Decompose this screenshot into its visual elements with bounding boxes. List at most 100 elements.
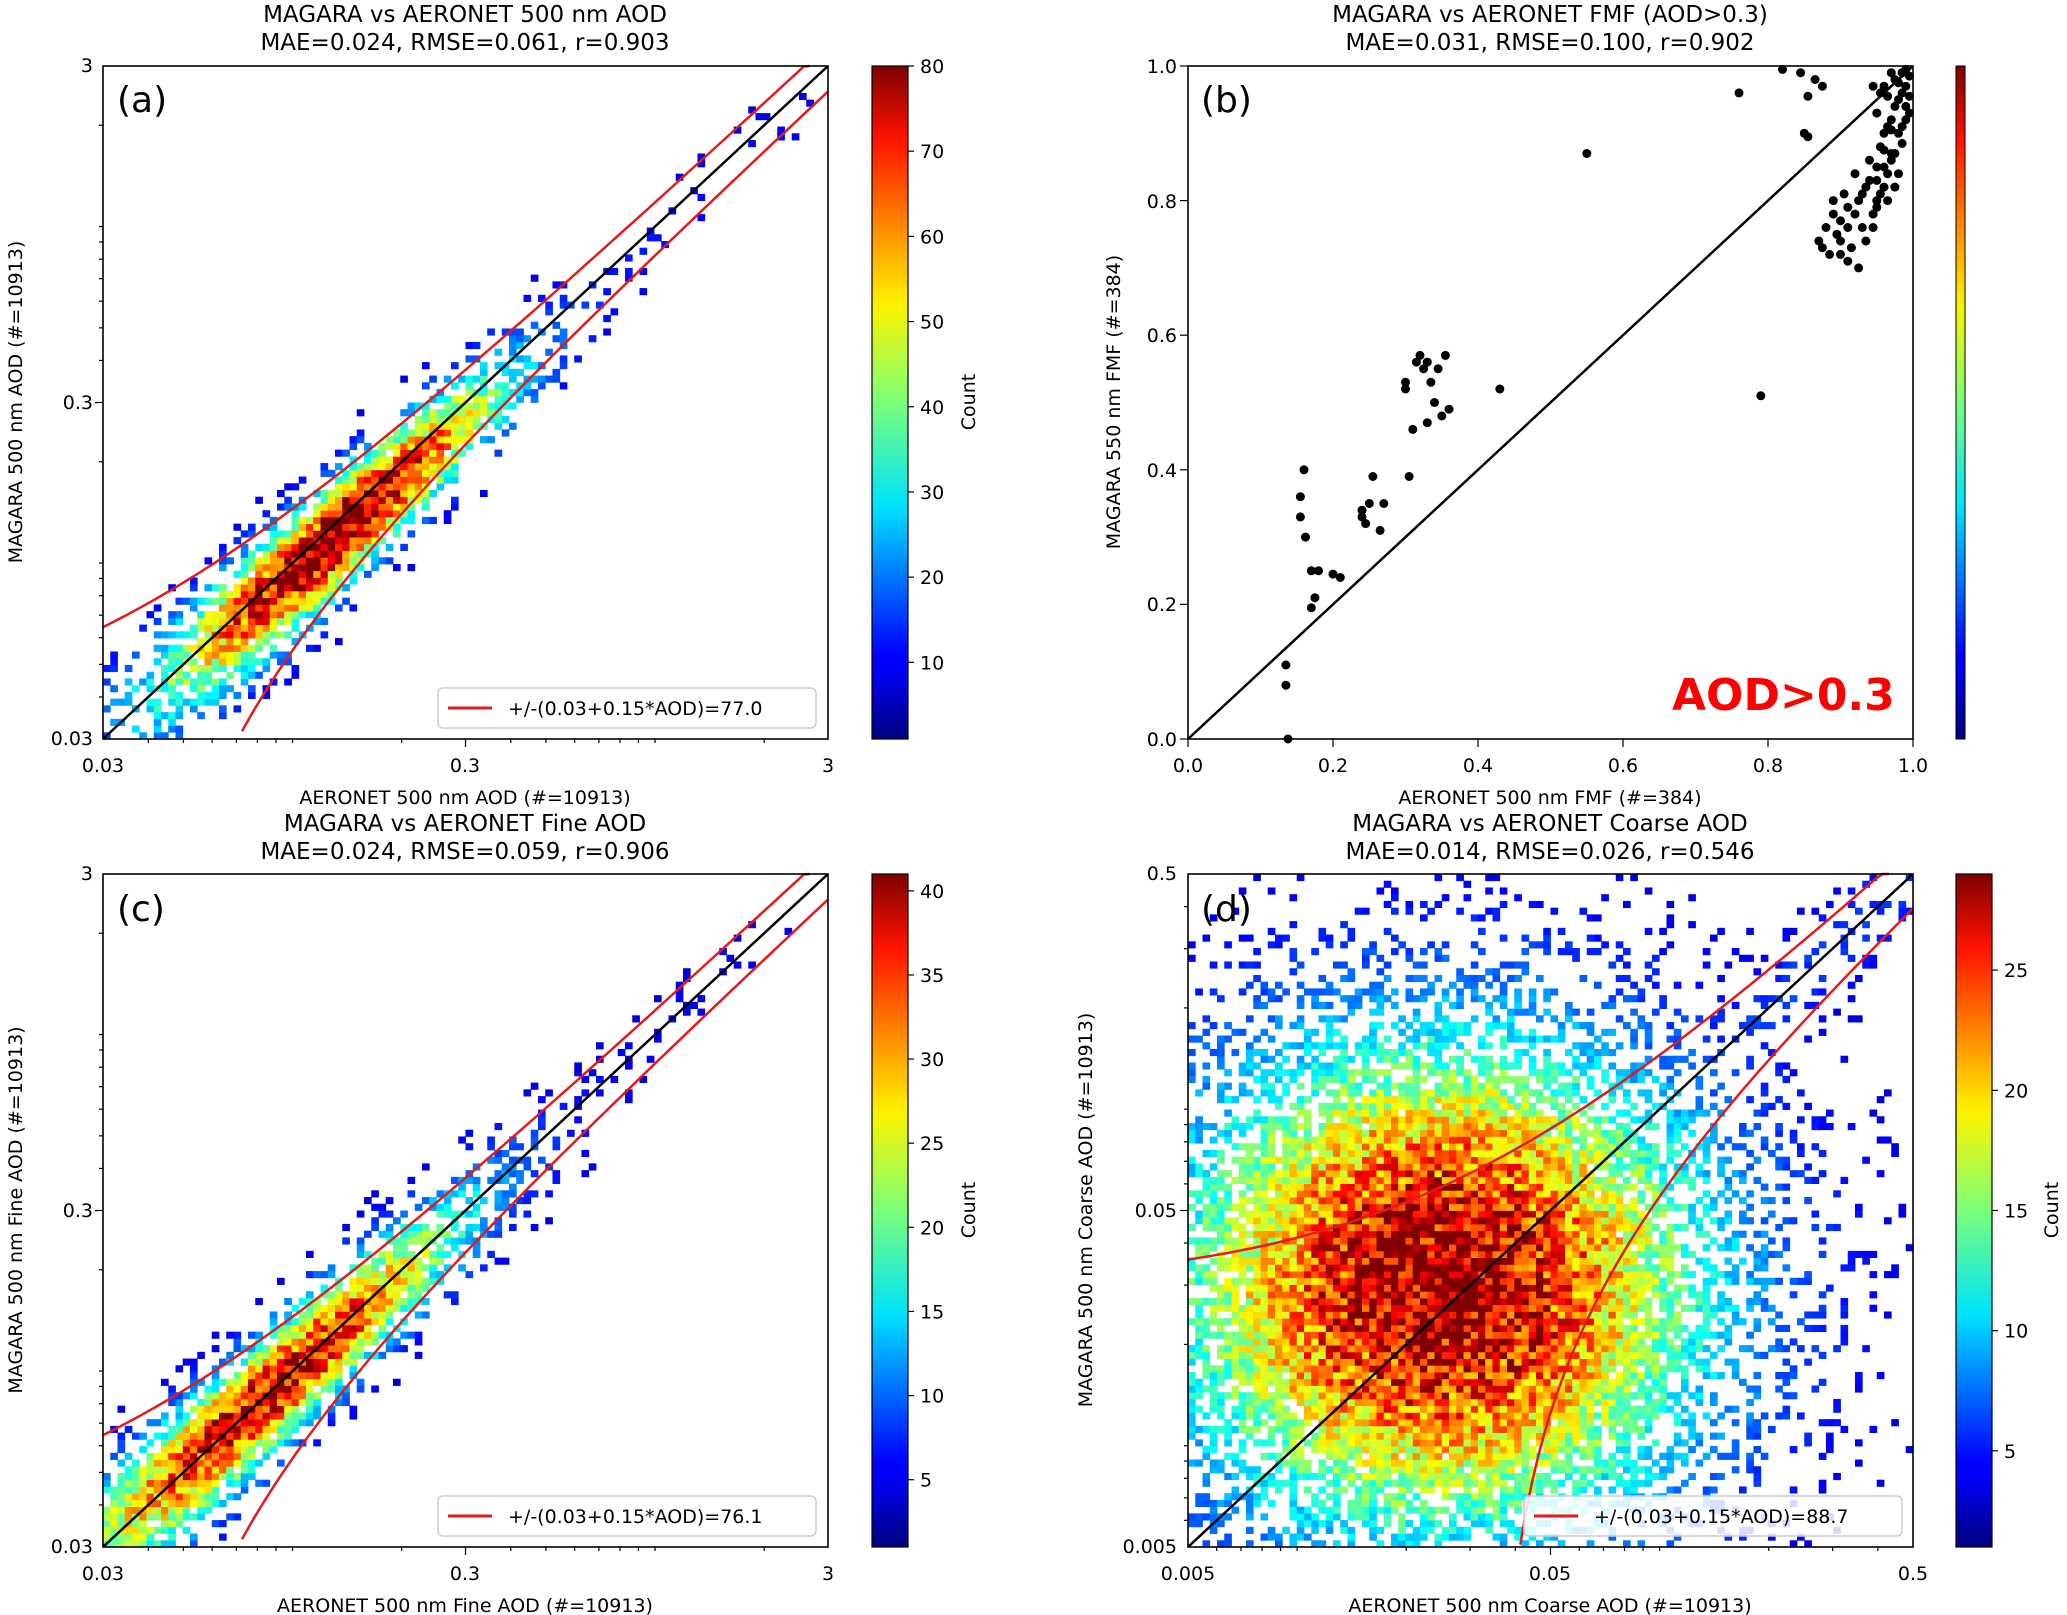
heatmap-cell: [1412, 995, 1421, 1003]
heatmap-cell: [1441, 1506, 1450, 1514]
heatmap-cell: [1485, 1459, 1493, 1467]
panel-a-colorbar-label: Count: [958, 374, 980, 430]
heatmap-cell: [1456, 1297, 1464, 1306]
heatmap-cell: [1354, 1297, 1363, 1306]
heatmap-cell: [1478, 1439, 1486, 1447]
heatmap-cell: [458, 436, 466, 444]
heatmap-cell: [248, 691, 256, 700]
heatmap-cell: [1449, 981, 1457, 989]
heatmap-cell: [306, 1331, 314, 1339]
heatmap-cell: [1282, 1183, 1290, 1191]
heatmap-cell: [1296, 1466, 1305, 1474]
heatmap-cell: [1282, 1439, 1290, 1447]
heatmap-cell: [1231, 1311, 1240, 1319]
heatmap-cell: [1304, 1345, 1312, 1353]
heatmap-cell: [1441, 1203, 1450, 1211]
heatmap-cell: [1470, 1271, 1479, 1279]
heatmap-cell: [1246, 1378, 1254, 1386]
heatmap-cell: [124, 1533, 133, 1541]
heatmap-cell: [262, 1425, 271, 1433]
heatmap-cell: [1434, 1439, 1443, 1447]
heatmap-cell: [219, 1459, 227, 1467]
heatmap-cell: [1311, 1304, 1319, 1312]
heatmap-cell: [1311, 1217, 1319, 1225]
heatmap-cell: [516, 382, 524, 390]
heatmap-cell: [190, 1405, 198, 1413]
heatmap-cell: [1195, 1345, 1203, 1353]
panel-b-colorbar: [1955, 65, 1966, 740]
heatmap-cell: [190, 1499, 198, 1508]
heatmap-cell: [1340, 1197, 1348, 1205]
heatmap-cell: [1282, 1318, 1290, 1326]
heatmap-cell: [443, 469, 452, 477]
scatter-point: [1886, 125, 1896, 135]
heatmap-cell: [1434, 1472, 1443, 1481]
heatmap-cell: [1347, 1237, 1356, 1245]
heatmap-cell: [1369, 1048, 1377, 1057]
panel-a-ytick-0: 0.03: [51, 728, 93, 750]
heatmap-cell: [371, 469, 379, 477]
heatmap-cell: [1376, 1089, 1385, 1097]
heatmap-cell: [226, 1439, 234, 1447]
heatmap-cell: [1354, 1271, 1363, 1279]
heatmap-cell: [1383, 1244, 1392, 1252]
heatmap-cell: [1376, 1069, 1385, 1077]
heatmap-cell: [1246, 1170, 1254, 1178]
heatmap-cell: [1260, 1028, 1269, 1036]
heatmap-cell: [1275, 1479, 1283, 1487]
heatmap-cell: [226, 1378, 234, 1386]
heatmap-cell: [1485, 887, 1493, 895]
heatmap-cell: [1405, 1318, 1414, 1326]
heatmap-cell: [1209, 1331, 1218, 1339]
heatmap-cell: [1209, 1432, 1218, 1440]
heatmap-cell: [1412, 1217, 1421, 1225]
heatmap-cell: [284, 590, 292, 599]
heatmap-cell: [1311, 995, 1319, 1003]
heatmap-cell: [509, 335, 517, 343]
heatmap-cell: [1347, 1183, 1356, 1191]
heatmap-cell: [1362, 1432, 1370, 1440]
heatmap-cell: [1354, 1311, 1363, 1319]
heatmap-cell: [1412, 1365, 1421, 1373]
heatmap-cell: [1289, 1163, 1298, 1171]
heatmap-cell: [371, 516, 379, 525]
heatmap-cell: [124, 1479, 133, 1487]
heatmap-cell: [356, 1385, 365, 1393]
heatmap-cell: [335, 1297, 343, 1306]
heatmap-cell: [806, 99, 814, 107]
heatmap-cell: [1391, 1136, 1399, 1144]
heatmap-cell: [132, 1472, 140, 1481]
heatmap-cell: [298, 523, 307, 531]
heatmap-cell: [248, 530, 256, 538]
heatmap-cell: [1267, 927, 1276, 935]
heatmap-cell: [1456, 995, 1464, 1003]
heatmap-cell: [1405, 1244, 1414, 1252]
heatmap-cell: [1441, 995, 1450, 1003]
heatmap-cell: [1463, 1075, 1472, 1084]
heatmap-cell: [306, 1392, 314, 1400]
heatmap-cell: [516, 368, 524, 376]
heatmap-cell: [1340, 1257, 1348, 1265]
heatmap-cell: [204, 651, 213, 659]
heatmap-cell: [385, 516, 394, 525]
heatmap-cell: [204, 1479, 213, 1487]
heatmap-cell: [1456, 1149, 1464, 1158]
heatmap-cell: [1333, 1378, 1341, 1386]
heatmap-cell: [1188, 1385, 1196, 1393]
heatmap-cell: [1362, 1230, 1370, 1238]
heatmap-cell: [1434, 1277, 1443, 1285]
heatmap-cell: [1340, 1311, 1348, 1319]
heatmap-cell: [262, 1405, 271, 1413]
heatmap-cell: [1427, 1116, 1435, 1124]
heatmap-cell: [1202, 1271, 1211, 1279]
heatmap-cell: [219, 543, 227, 551]
heatmap-cell: [1267, 1244, 1276, 1252]
heatmap-cell: [1412, 1257, 1421, 1265]
heatmap-cell: [204, 597, 213, 605]
heatmap-cell: [407, 1250, 416, 1259]
heatmap-cell: [175, 691, 184, 700]
heatmap-cell: [1354, 1291, 1363, 1299]
heatmap-cell: [574, 1096, 582, 1104]
heatmap-cell: [494, 1123, 503, 1131]
heatmap-cell: [480, 389, 488, 397]
